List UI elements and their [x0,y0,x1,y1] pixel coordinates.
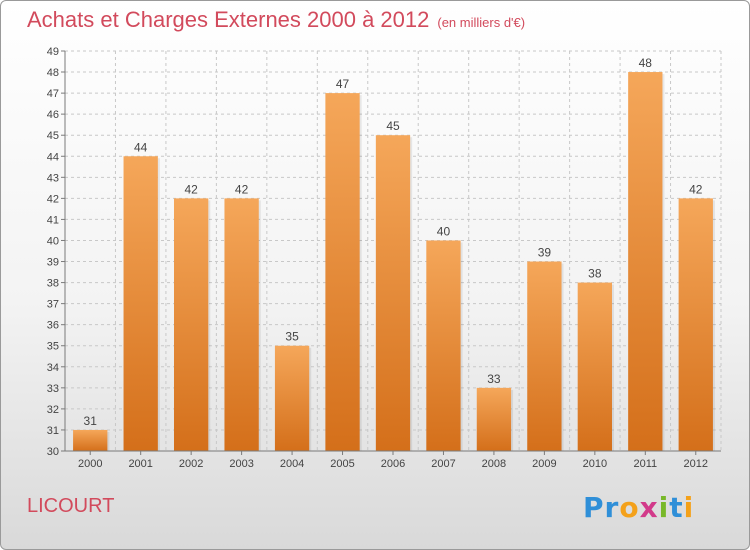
logo-letter: i [683,491,695,524]
bar-value-label: 33 [487,372,501,386]
bar-value-label: 38 [588,267,602,281]
logo-letter: P [583,491,605,524]
commune-name: LICOURT [27,495,115,517]
y-tick-label: 40 [47,235,59,247]
proxiti-logo: Proxiti [583,491,694,524]
y-tick-label: 36 [47,320,59,332]
bar-value-label: 40 [437,224,451,238]
y-tick-label: 37 [47,299,59,311]
logo-letter: t [669,491,684,524]
y-tick-label: 49 [47,46,59,58]
x-tick-label: 2004 [280,458,304,470]
logo-letter: r [604,491,620,524]
y-tick-label: 41 [47,214,59,226]
y-tick-label: 31 [47,425,59,437]
y-tick-label: 38 [47,278,59,290]
bar-value-label: 35 [285,330,299,344]
x-tick-label: 2007 [431,458,455,470]
logo-letter: i [658,491,670,524]
bar-value-label: 48 [639,56,653,70]
y-tick-label: 39 [47,257,59,269]
bar [628,72,663,451]
bar [375,135,411,452]
labels-layer: 31 44 42 42 35 47 45 40 33 39 38 48 42 [84,56,703,428]
bar-value-label: 42 [184,182,198,196]
bar-value-label: 47 [336,77,350,91]
x-tick-label: 2006 [381,458,405,470]
bar-value-label: 39 [538,246,552,260]
y-tick-label: 42 [47,193,59,205]
bar [577,282,613,451]
logo-letter: x [639,491,659,524]
bar-value-label: 31 [84,414,98,428]
chart-title: Achats et Charges Externes 2000 à 2012 (e… [27,7,525,33]
bar-value-label: 42 [235,182,249,196]
x-tick-label: 2009 [532,458,556,470]
y-tick-label: 43 [47,172,59,184]
y-tick-label: 32 [47,404,59,416]
title-text: Achats et Charges Externes 2000 à 2012 [27,7,430,32]
y-tick-label: 35 [47,341,59,353]
x-tick-label: 2008 [482,458,506,470]
bar-value-label: 44 [134,140,148,154]
bar [426,240,461,451]
bar [123,156,158,451]
bar [173,198,209,451]
bar [224,198,259,451]
bar [527,261,562,451]
y-tick-label: 47 [47,88,59,100]
x-tick-label: 2005 [330,458,354,470]
x-tick-label: 2001 [128,458,152,470]
x-tick-label: 2010 [583,458,607,470]
logo-letter: o [619,491,640,524]
x-tick-label: 2003 [229,458,253,470]
y-tick-label: 44 [47,151,59,163]
bar [678,198,713,451]
bars-layer [73,72,715,452]
y-tick-label: 45 [47,130,59,142]
x-tick-label: 2012 [684,458,708,470]
y-tick-label: 34 [47,362,59,374]
bar [325,93,360,452]
bar-value-label: 45 [386,119,400,133]
y-tick-label: 48 [47,67,59,79]
x-tick-label: 2002 [179,458,203,470]
chart-subtitle: (en milliers d'€) [437,15,526,30]
y-tick-label: 30 [47,446,59,458]
x-tick-label: 2000 [78,458,102,470]
y-tick-label: 46 [47,109,59,121]
x-tick-label: 2011 [633,458,657,470]
y-tick-label: 33 [47,383,59,395]
bar-value-label: 42 [689,182,703,196]
bar [73,429,108,451]
bar [274,345,310,451]
bar [476,387,512,451]
axis-layer: 30 31 32 33 34 35 36 37 38 39 40 41 42 43 44 45 46 47 48 49… [47,46,721,470]
